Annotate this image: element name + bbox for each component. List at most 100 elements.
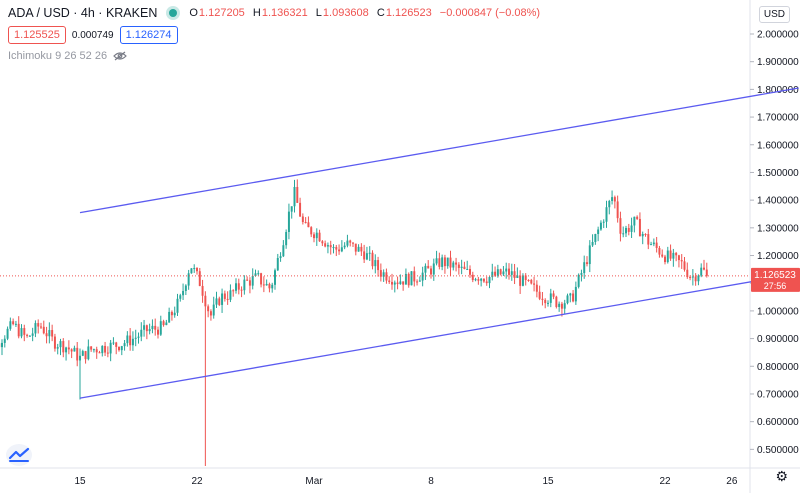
candle-body [45, 333, 48, 337]
candle-body [599, 222, 602, 230]
tradingview-logo-icon[interactable] [6, 444, 32, 466]
candle-body [555, 296, 558, 307]
candle-body [446, 257, 449, 267]
candle-body [703, 267, 705, 270]
trendline [79, 87, 799, 214]
candle-body [98, 352, 101, 354]
candle-body [519, 275, 522, 286]
price-tick-label: 0.500000 [757, 445, 799, 456]
candle-body [207, 306, 210, 312]
settings-gear-icon[interactable]: ⚙ [775, 468, 788, 484]
candle-body [686, 269, 689, 278]
candle-body [680, 260, 683, 262]
price-tick-label: 1.200000 [757, 251, 799, 262]
candle-body [254, 273, 257, 277]
candle-body [644, 234, 647, 236]
candle-body [430, 268, 432, 275]
indicator-legend[interactable]: Ichimoku 9 26 52 26 [8, 50, 127, 62]
candle-body [552, 293, 555, 297]
candle-body [173, 312, 176, 316]
price-tick-label: 0.800000 [757, 362, 799, 373]
candle-body [1, 342, 3, 348]
candle-body [677, 255, 680, 261]
time-tick-label: 15 [74, 476, 86, 487]
candle-body [51, 330, 54, 337]
candle-body [218, 298, 221, 305]
candle-body [664, 256, 666, 263]
symbol-label[interactable]: ADA / USD · 4h · KRAKEN [8, 6, 158, 20]
candle-body [204, 295, 207, 307]
candle-body [675, 252, 678, 256]
close-label: C [376, 7, 385, 19]
candle-body [104, 345, 107, 353]
candle-body [165, 322, 168, 326]
candle-body [613, 197, 616, 202]
price-tick-label: 1.300000 [757, 223, 799, 234]
buy-button[interactable]: 1.126274 [119, 26, 178, 44]
candle-body [14, 323, 17, 325]
candle-body [221, 293, 224, 305]
candle-body [148, 329, 151, 332]
candle-body [569, 293, 572, 296]
time-tick-label: 26 [726, 476, 738, 487]
candle-body [6, 328, 9, 339]
candle-body [332, 247, 335, 249]
candle-body [530, 279, 533, 284]
candle-body [81, 351, 84, 356]
candle-body [471, 274, 474, 281]
candle-body [123, 343, 126, 347]
candle-body [268, 283, 271, 289]
candle-body [76, 347, 79, 361]
candle-body [40, 326, 42, 328]
candle-body [491, 271, 494, 278]
low-value: 1.093608 [322, 7, 369, 19]
time-tick-label: 22 [659, 476, 671, 487]
eye-hidden-icon[interactable] [113, 51, 127, 61]
candle-body [248, 280, 251, 286]
candle-body [630, 225, 633, 232]
candle-body [276, 258, 279, 271]
currency-button[interactable]: USD [758, 6, 790, 23]
candle-body [349, 240, 352, 243]
candle-body [558, 303, 561, 307]
time-tick-label: 8 [428, 476, 434, 487]
candle-body [638, 218, 641, 237]
candle-body [469, 268, 471, 275]
candle-body [538, 291, 541, 299]
candle-body [115, 342, 118, 347]
candle-body [485, 281, 488, 284]
candle-body [438, 258, 441, 267]
candle-body [151, 325, 154, 330]
close-value: 1.126523 [385, 7, 432, 19]
candle-body [466, 268, 469, 270]
candle-body [112, 342, 115, 344]
candle-body [421, 272, 424, 281]
candle-body [285, 231, 288, 246]
candle-body [324, 243, 327, 247]
trendline [79, 272, 799, 399]
candle-body [20, 328, 23, 337]
candle-body [510, 271, 513, 275]
candle-body [449, 257, 452, 268]
countdown-label: 27:56 [764, 281, 787, 291]
candle-body [516, 275, 519, 278]
price-tick-label: 1.000000 [757, 306, 799, 317]
candle-body [170, 311, 173, 316]
candle-body [547, 302, 549, 304]
candle-body [232, 290, 235, 292]
candle-body [315, 232, 318, 239]
candle-body [541, 298, 544, 300]
candle-body [42, 326, 45, 334]
candle-body [374, 260, 377, 267]
price-tick-label: 1.800000 [757, 85, 799, 96]
sell-button[interactable]: 1.125525 [8, 26, 66, 44]
candle-body [296, 186, 299, 203]
candle-body [694, 276, 697, 282]
candle-body [480, 278, 483, 281]
candle-body [622, 233, 625, 235]
candle-body [67, 347, 70, 350]
candle-body [198, 271, 201, 286]
candle-body [368, 252, 371, 254]
candle-body [502, 271, 505, 275]
